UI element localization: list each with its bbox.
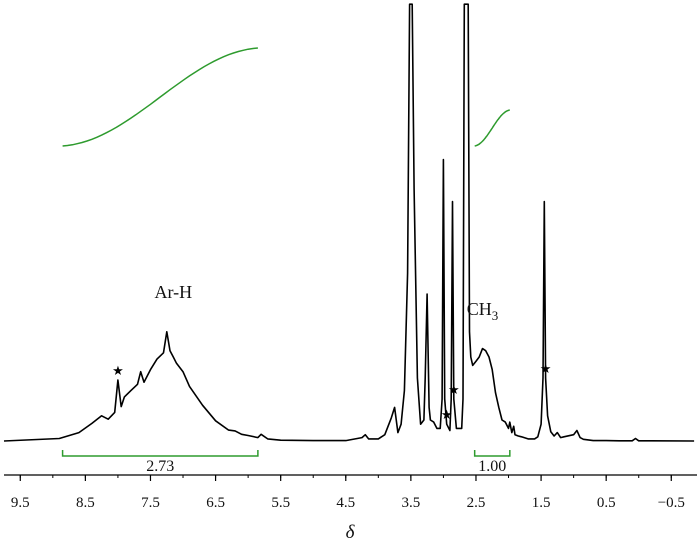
integral-bracket-2	[473, 450, 511, 457]
integral-curve-2	[474, 109, 510, 147]
x-tick-label: −0.5	[658, 495, 685, 511]
x-tick-label: 3.5	[402, 495, 421, 511]
x-tick-label: 9.5	[11, 495, 30, 511]
integral-brackets: 2.73 1.00	[61, 450, 511, 475]
x-tick-label: 0.5	[597, 495, 616, 511]
integral-label-2: 1.00	[478, 458, 506, 475]
x-axis-title: δ	[346, 522, 356, 543]
x-tick-label: 7.5	[141, 495, 160, 511]
impurity-markers: ★ ★ ★ ★	[112, 362, 551, 423]
impurity-star-3: ★	[448, 383, 460, 398]
x-axis-ticks: 9.5 8.5 7.5 6.5 5.5 4.5 3.5 2.5 1.5 0.5 −0.5	[11, 475, 685, 511]
peak-label-2: CH3	[467, 299, 499, 323]
peak-label-subscript: 3	[492, 308, 499, 323]
peak-annotations: Ar-H CH3	[154, 282, 498, 323]
integral-label-1: 2.73	[146, 458, 174, 475]
x-tick-label: 2.5	[467, 495, 486, 511]
impurity-star-1: ★	[112, 364, 124, 379]
impurity-star-4: ★	[540, 362, 552, 377]
x-tick-label: 1.5	[532, 495, 551, 511]
integral-curves	[62, 47, 510, 147]
integral-curve-1	[62, 47, 258, 147]
x-tick-label: 8.5	[76, 495, 95, 511]
x-tick-label: 5.5	[271, 495, 290, 511]
peak-label-1: Ar-H	[154, 282, 192, 302]
spectrum-line	[3, 3, 695, 442]
impurity-star-2: ★	[441, 408, 453, 423]
x-tick-label: 4.5	[336, 495, 355, 511]
x-tick-label: 6.5	[206, 495, 225, 511]
integral-bracket-1	[61, 450, 259, 457]
